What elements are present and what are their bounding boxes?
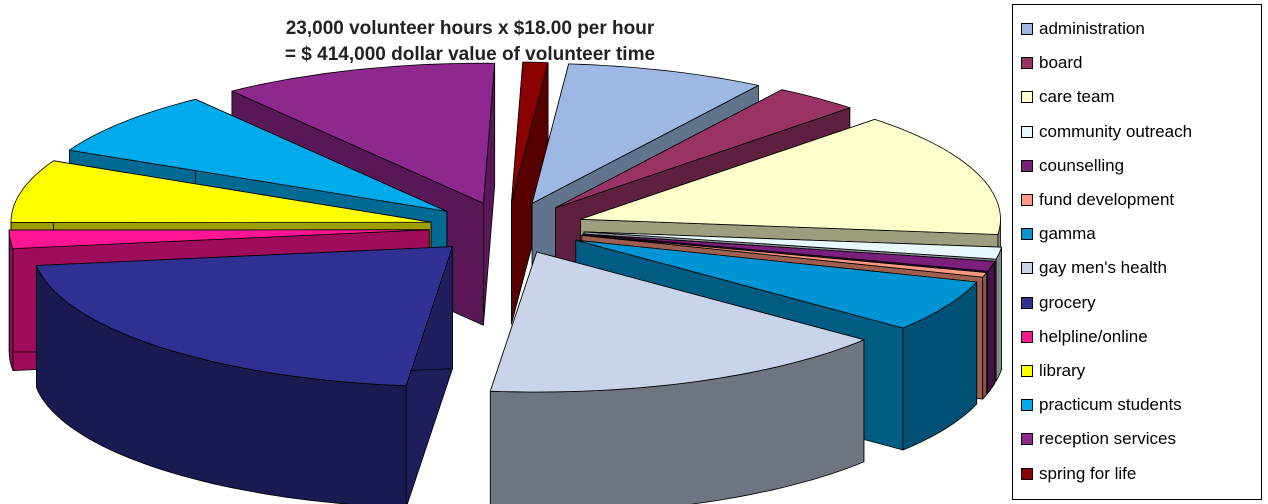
pie-slice-top-board [555, 89, 851, 209]
legend-label: fund development [1039, 190, 1175, 209]
pie-slice-wall-helpline-online [8, 229, 14, 372]
pie-slice-top-library [10, 160, 432, 223]
legend-item-care-team: care team [1021, 85, 1115, 109]
legend-item-library: library [1021, 359, 1085, 383]
pie-slice-grocery [36, 246, 453, 504]
legend-swatch [1021, 467, 1033, 480]
legend-label: care team [1039, 87, 1115, 107]
exploded-3d-pie-chart [8, 61, 1002, 504]
legend-item-spring-for-life: spring for life [1021, 462, 1136, 486]
legend-label: administration [1039, 19, 1145, 38]
legend-swatch [1021, 125, 1033, 138]
legend-item-gay-men-s-health: gay men's health [1021, 256, 1167, 280]
legend-swatch [1021, 91, 1033, 104]
legend-label: board [1039, 53, 1083, 73]
legend-swatch [1021, 330, 1033, 343]
legend-label: gamma [1039, 224, 1096, 244]
pie-slice-top-counselling [582, 233, 996, 272]
legend-item-grocery: grocery [1021, 291, 1096, 315]
legend-swatch [1021, 23, 1033, 35]
legend-swatch [1021, 433, 1033, 446]
pie-slice-spring-for-life [511, 61, 549, 325]
pie-slice-top-fund-development [581, 234, 988, 278]
legend-label: spring for life [1039, 463, 1137, 483]
chart-title-line-1: 23,000 volunteer hours x $18.00 per hour [285, 18, 655, 39]
legend-label: library [1039, 361, 1086, 380]
pie-slice-top-practicum-students [69, 98, 448, 212]
legend-item-helpline-online: helpline/online [1021, 325, 1148, 349]
legend-swatch [1021, 159, 1033, 172]
legend-label: gay men's health [1039, 258, 1167, 278]
legend-label: practicum students [1039, 395, 1182, 415]
pie-slice-wall-community-outreach [995, 246, 1002, 382]
legend-swatch [1021, 262, 1033, 275]
legend-swatch [1021, 399, 1033, 412]
legend-swatch [1021, 296, 1033, 309]
legend-item-board: board [1021, 51, 1082, 75]
legend-item-reception-services: reception services [1021, 427, 1176, 451]
chart-title: 23,000 volunteer hours x $18.00 per hour… [190, 16, 750, 68]
pie-slice-top-spring-for-life [511, 61, 549, 203]
legend-swatch [1021, 365, 1033, 377]
chart-legend: administration board care team community ou… [1012, 4, 1262, 500]
pie-slice-top-gay-men-s-health [489, 251, 865, 393]
pie-slice-top-community-outreach [583, 231, 1002, 260]
legend-item-fund-development: fund development [1021, 188, 1174, 212]
pie-slice-top-grocery [36, 246, 453, 387]
legend-item-community-outreach: community outreach [1021, 120, 1192, 144]
pie-slice-top-gamma [575, 239, 978, 329]
legend-item-administration: administration [1021, 17, 1145, 41]
legend-label: grocery [1039, 292, 1096, 312]
legend-swatch [1021, 228, 1033, 241]
pie-slice-top-helpline-online [8, 229, 430, 250]
legend-item-counselling: counselling [1021, 154, 1124, 178]
pie-slice-gay-men-s-health [489, 251, 865, 504]
legend-label: helpline/online [1039, 326, 1148, 346]
pie-slice-wall-counselling [987, 260, 996, 394]
legend-label: community outreach [1039, 121, 1193, 141]
chart-title-line-2: = $ 414,000 dollar value of volunteer ti… [284, 44, 656, 65]
pie-slice-wall-fund-development [982, 272, 988, 400]
legend-item-practicum-students: practicum students [1021, 393, 1182, 417]
legend-label: counselling [1039, 155, 1125, 175]
legend-swatch [1021, 194, 1033, 206]
pie-slice-top-reception-services [231, 62, 496, 204]
legend-label: reception services [1039, 429, 1177, 449]
legend-item-gamma: gamma [1021, 222, 1096, 246]
legend-swatch [1021, 57, 1033, 70]
pie-slice-top-administration [531, 63, 759, 204]
pie-slice-top-care-team [580, 119, 1001, 235]
